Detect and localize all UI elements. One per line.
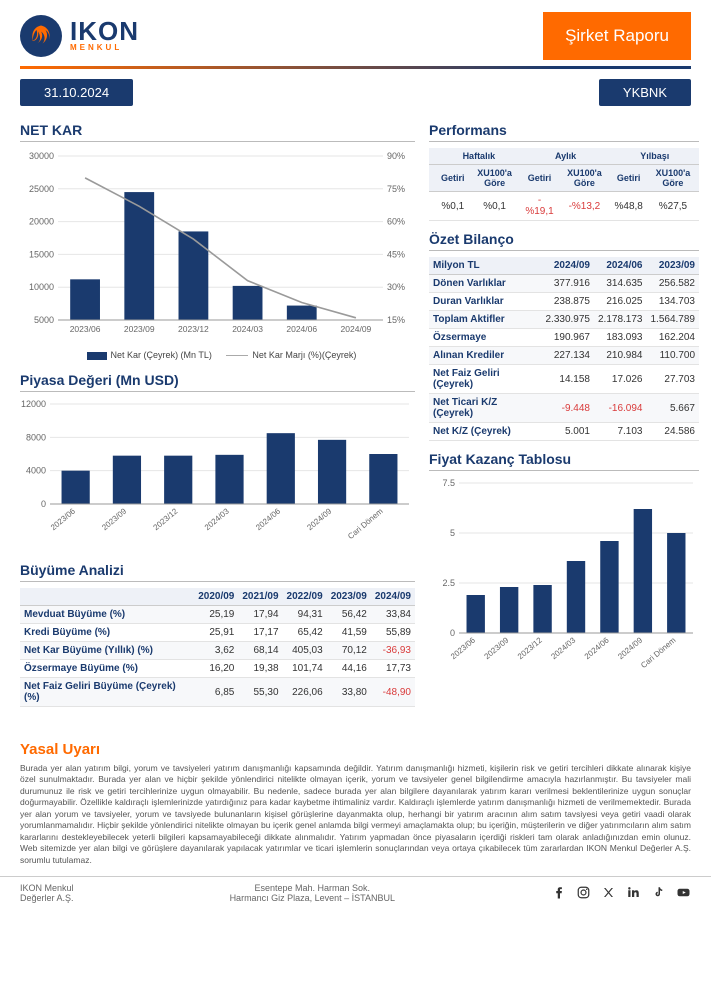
brand-logo: IKON MENKUL xyxy=(20,15,139,57)
gradient-divider xyxy=(20,66,691,69)
svg-text:0: 0 xyxy=(41,499,46,509)
svg-text:8000: 8000 xyxy=(26,432,46,442)
svg-text:2024/03: 2024/03 xyxy=(232,324,263,334)
svg-text:25000: 25000 xyxy=(29,184,54,194)
performans-table: HaftalıkAylıkYılbaşıGetiriXU100'a GöreGe… xyxy=(429,148,699,221)
svg-text:2023/12: 2023/12 xyxy=(516,635,544,661)
legend-line-label: Net Kar Marjı (%)(Çeyrek) xyxy=(252,350,356,360)
svg-text:4000: 4000 xyxy=(26,466,46,476)
report-banner: Şirket Raporu xyxy=(543,12,691,60)
tiktok-icon[interactable] xyxy=(651,885,666,902)
svg-text:75%: 75% xyxy=(387,184,405,194)
svg-text:2023/12: 2023/12 xyxy=(178,324,209,334)
footer-addr-1: Esentepe Mah. Harman Sok. xyxy=(230,883,395,893)
legal-title: Yasal Uyarı xyxy=(20,741,691,758)
netkar-title: NET KAR xyxy=(20,122,415,142)
svg-text:Cari Dönem: Cari Dönem xyxy=(639,635,678,670)
youtube-icon[interactable] xyxy=(676,885,691,902)
legal-text: Burada yer alan yatırım bilgi, yorum ve … xyxy=(20,763,691,866)
performans-title: Performans xyxy=(429,122,699,142)
brand-name: IKON xyxy=(70,20,139,43)
ticker-symbol: YKBNK xyxy=(599,79,691,106)
svg-text:Cari Dönem: Cari Dönem xyxy=(346,506,385,541)
piyasa-title: Piyasa Değeri (Mn USD) xyxy=(20,372,415,392)
svg-text:2024/03: 2024/03 xyxy=(549,635,577,661)
svg-text:2023/09: 2023/09 xyxy=(124,324,155,334)
svg-text:2023/06: 2023/06 xyxy=(449,635,477,661)
ozet-table: Milyon TL2024/092024/062023/09Dönen Varl… xyxy=(429,257,699,441)
facebook-icon[interactable] xyxy=(551,885,566,902)
netkar-chart: 5000 10000 15000 20000 25000 30000 15% 30% 45% 60… xyxy=(20,148,415,348)
svg-text:2024/09: 2024/09 xyxy=(305,506,333,532)
svg-text:2024/09: 2024/09 xyxy=(341,324,372,334)
svg-text:2.5: 2.5 xyxy=(442,578,455,588)
legend-bar-label: Net Kar (Çeyrek) (Mn TL) xyxy=(111,350,212,360)
svg-text:2024/06: 2024/06 xyxy=(286,324,317,334)
x-icon[interactable] xyxy=(601,885,616,902)
svg-text:12000: 12000 xyxy=(21,399,46,409)
svg-text:30%: 30% xyxy=(387,282,405,292)
svg-text:5: 5 xyxy=(450,528,455,538)
svg-text:15000: 15000 xyxy=(29,249,54,259)
svg-text:2024/09: 2024/09 xyxy=(616,635,644,661)
social-icons xyxy=(551,885,691,902)
svg-text:2023/12: 2023/12 xyxy=(152,506,180,532)
piyasa-chart: 0 4000 8000 12000 2023/06 2023/09 2023/12 2024/… xyxy=(20,398,415,548)
linkedin-icon[interactable] xyxy=(626,885,641,902)
svg-text:2024/03: 2024/03 xyxy=(203,506,231,532)
svg-text:2024/06: 2024/06 xyxy=(254,506,282,532)
svg-text:2023/09: 2023/09 xyxy=(100,506,128,532)
svg-text:10000: 10000 xyxy=(29,282,54,292)
svg-text:2024/06: 2024/06 xyxy=(583,635,611,661)
fiyat-chart: 02.557.52023/062023/092023/122024/032024… xyxy=(429,477,699,677)
svg-text:90%: 90% xyxy=(387,151,405,161)
svg-text:20000: 20000 xyxy=(29,217,54,227)
footer-company-1: IKON Menkul xyxy=(20,883,74,893)
footer-addr-2: Harmancı Giz Plaza, Levent – İSTANBUL xyxy=(230,893,395,903)
svg-text:60%: 60% xyxy=(387,217,405,227)
svg-text:2023/06: 2023/06 xyxy=(49,506,77,532)
instagram-icon[interactable] xyxy=(576,885,591,902)
report-date: 31.10.2024 xyxy=(20,79,133,106)
fiyat-title: Fiyat Kazanç Tablosu xyxy=(429,451,699,471)
netkar-legend: Net Kar (Çeyrek) (Mn TL) Net Kar Marjı (… xyxy=(20,350,415,360)
svg-text:7.5: 7.5 xyxy=(442,478,455,488)
svg-text:5000: 5000 xyxy=(34,315,54,325)
svg-text:0: 0 xyxy=(450,628,455,638)
buyume-table: 2020/092021/092022/092023/092024/09Mevdu… xyxy=(20,588,415,707)
svg-text:2023/09: 2023/09 xyxy=(482,635,510,661)
top-bar: IKON MENKUL Şirket Raporu xyxy=(20,12,691,60)
lion-icon xyxy=(20,15,62,57)
svg-text:30000: 30000 xyxy=(29,151,54,161)
buyume-title: Büyüme Analizi xyxy=(20,562,415,582)
svg-text:2023/06: 2023/06 xyxy=(70,324,101,334)
ozet-title: Özet Bilanço xyxy=(429,231,699,251)
footer-company-2: Değerler A.Ş. xyxy=(20,893,74,903)
svg-text:45%: 45% xyxy=(387,249,405,259)
footer: IKON Menkul Değerler A.Ş. Esentepe Mah. … xyxy=(0,876,711,913)
svg-text:15%: 15% xyxy=(387,315,405,325)
